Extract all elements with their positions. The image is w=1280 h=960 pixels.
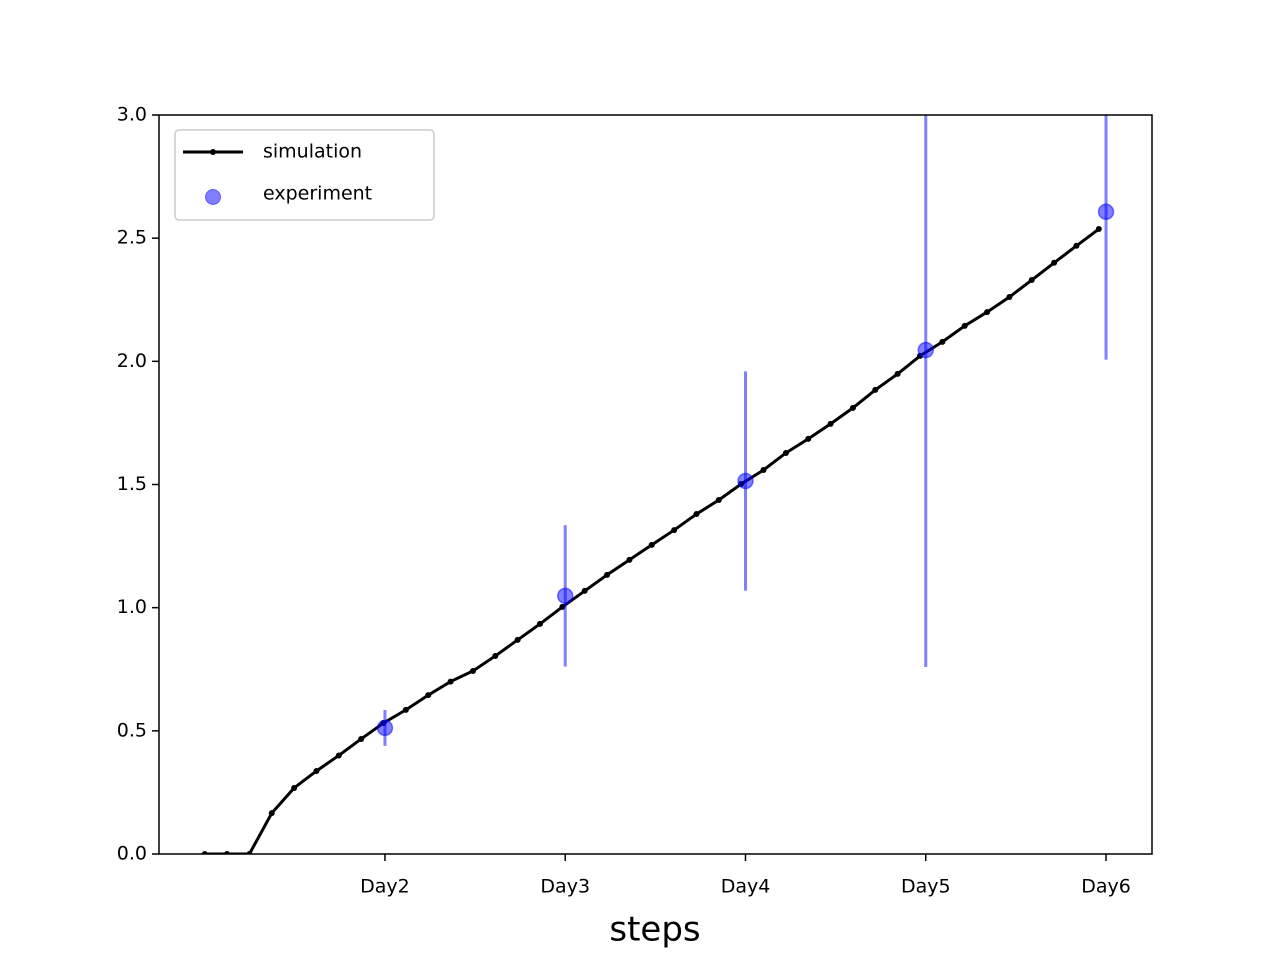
line — [204, 227, 1100, 854]
y-tick-label: 2.0 — [117, 350, 147, 372]
line-marker — [961, 322, 968, 329]
line-marker — [425, 692, 432, 699]
line-marker — [984, 309, 991, 316]
line-marker — [1073, 242, 1080, 249]
line-marker — [1095, 226, 1102, 233]
legend-label: simulation — [263, 141, 362, 163]
line-marker — [760, 466, 767, 473]
scatter-point — [376, 719, 394, 737]
line-marker — [872, 386, 879, 393]
line-marker — [291, 784, 298, 791]
y-tick-label: 1.0 — [117, 596, 147, 618]
line-marker — [693, 511, 700, 518]
line-marker — [268, 810, 275, 817]
line-marker — [1006, 294, 1013, 301]
line-marker — [1051, 259, 1058, 266]
line-marker — [671, 527, 678, 534]
x-tick-label: Day5 — [901, 876, 951, 898]
line-marker — [626, 556, 633, 563]
plot-area — [201, 115, 1115, 854]
x-tick-label: Day6 — [1081, 876, 1131, 898]
y-tick-label: 0.5 — [117, 719, 147, 741]
line-marker — [782, 449, 789, 456]
line-marker — [1028, 277, 1035, 284]
line-marker — [805, 435, 812, 442]
line-marker — [604, 571, 611, 578]
x-tick-label: Day2 — [360, 876, 410, 898]
line-marker — [581, 587, 588, 594]
line-marker — [827, 420, 834, 427]
line-marker — [358, 735, 365, 742]
line-marker — [313, 767, 320, 774]
line-marker — [469, 667, 476, 674]
scatter-point — [556, 587, 574, 605]
legend-swatch-marker — [210, 149, 216, 155]
line-marker — [492, 652, 499, 659]
line-marker — [514, 636, 521, 643]
scatter-point — [917, 341, 935, 359]
legend: simulation experiment — [174, 129, 435, 221]
y-tick-label: 2.5 — [117, 227, 147, 249]
line-marker — [849, 404, 856, 411]
x-tick-label: Day4 — [721, 876, 771, 898]
y-tick-label: 0.0 — [117, 843, 147, 865]
line-marker — [335, 752, 342, 759]
line-marker — [894, 370, 901, 377]
scatter-point — [737, 472, 754, 490]
line-marker — [447, 678, 454, 685]
legend-swatch — [205, 189, 221, 205]
axes-frame — [158, 114, 1153, 855]
line-marker — [648, 541, 655, 548]
y-tick-label: 1.5 — [117, 473, 147, 495]
legend-label: experiment — [263, 183, 372, 205]
line-marker — [939, 338, 946, 345]
line-marker — [402, 706, 409, 713]
scatter-point — [1097, 203, 1115, 221]
line-marker — [536, 620, 543, 627]
x-axis-label: steps — [609, 910, 700, 950]
x-tick-label: Day3 — [540, 876, 590, 898]
y-tick-label: 3.0 — [117, 104, 147, 126]
line-marker — [715, 497, 722, 504]
